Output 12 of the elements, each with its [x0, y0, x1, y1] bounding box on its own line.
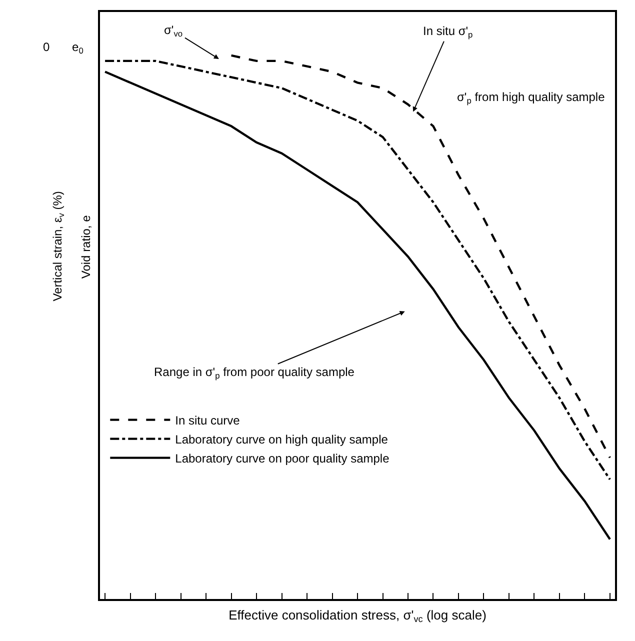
text: e	[72, 40, 79, 54]
annotation: Range in σ'$_{p}$ from poor quality sample	[154, 365, 355, 381]
legend-label: Laboratory curve on high quality sample	[175, 432, 388, 446]
legend-label: Laboratory curve on poor quality sample	[175, 451, 390, 466]
text: In situ σ'$_{p}$	[423, 24, 474, 40]
text: Void ratio, e	[79, 214, 94, 279]
annotation: σ'$_{p}$ from high quality sample	[457, 90, 606, 106]
text: σ'$_{vo}$	[164, 23, 183, 39]
text: 0	[78, 46, 84, 56]
legend-label: In situ curve	[175, 413, 240, 428]
x-axis-title: Effective consolidation stress, σ'$_{vc}$ (log scale)	[228, 608, 486, 624]
text: 0	[43, 40, 50, 54]
